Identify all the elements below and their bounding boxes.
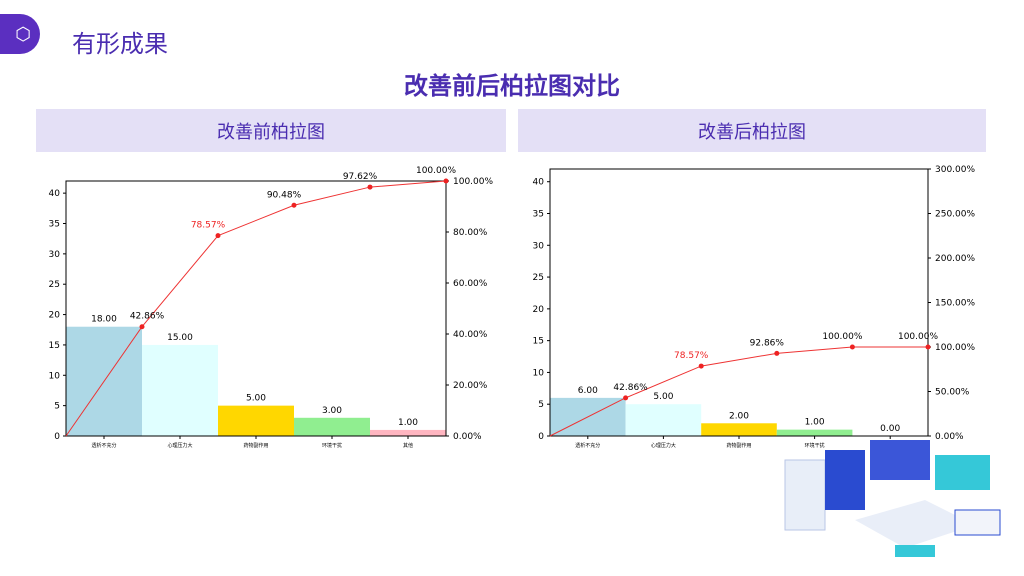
y-tick-label: 30 bbox=[533, 241, 545, 251]
bar bbox=[701, 423, 777, 436]
y2-tick-label: 80.00% bbox=[453, 228, 488, 238]
bar bbox=[776, 429, 853, 436]
x-tick-label: 药物副作用 bbox=[726, 442, 751, 449]
cumulative-label: 42.86% bbox=[130, 312, 165, 322]
cumulative-label: 92.86% bbox=[750, 338, 785, 348]
plot-frame bbox=[549, 168, 929, 437]
cumulative-label: 42.86% bbox=[613, 383, 648, 393]
bar bbox=[625, 404, 702, 436]
y2-tick-label: 300.00% bbox=[935, 165, 975, 175]
cumulative-label: 78.57% bbox=[674, 351, 709, 361]
y-tick-label: 20 bbox=[49, 311, 61, 321]
panel-header-before: 改善前柏拉图 bbox=[36, 109, 506, 152]
y2-tick-label: 40.00% bbox=[453, 330, 488, 340]
bar bbox=[294, 417, 370, 436]
y-tick-label: 5 bbox=[54, 402, 60, 412]
medical-illustration bbox=[784, 440, 1001, 557]
cumulative-label: 100.00% bbox=[822, 332, 862, 342]
y-tick-label: 10 bbox=[533, 368, 545, 378]
panel-header-after: 改善后柏拉图 bbox=[518, 109, 986, 152]
plot-frame bbox=[65, 180, 447, 437]
y-tick-label: 40 bbox=[49, 189, 61, 199]
y2-tick-label: 100.00% bbox=[453, 177, 493, 187]
cumulative-point bbox=[849, 344, 855, 350]
cumulative-point bbox=[774, 350, 780, 356]
y2-tick-label: 100.00% bbox=[935, 343, 975, 353]
cumulative-point bbox=[291, 202, 297, 208]
y2-tick-label: 150.00% bbox=[935, 299, 975, 309]
x-tick-label: 透析不充分 bbox=[575, 442, 600, 449]
bar-value-label: 3.00 bbox=[322, 406, 342, 416]
comparison-title: 改善前后柏拉图对比 bbox=[404, 72, 620, 100]
cumulative-line bbox=[65, 180, 447, 437]
y-tick-label: 5 bbox=[538, 400, 544, 410]
y2-tick-label: 0.00% bbox=[935, 432, 964, 442]
y2-tick-label: 20.00% bbox=[453, 381, 488, 391]
cumulative-point bbox=[623, 395, 629, 401]
y2-tick-label: 200.00% bbox=[935, 254, 975, 264]
cumulative-label: 90.48% bbox=[267, 190, 302, 200]
y-tick-label: 0 bbox=[538, 432, 544, 442]
cumulative-point bbox=[698, 363, 704, 369]
bar-value-label: 18.00 bbox=[91, 315, 117, 325]
x-tick-label: 环境干扰 bbox=[322, 442, 342, 449]
x-tick-label: 环境干扰 bbox=[805, 442, 825, 449]
y2-tick-label: 0.00% bbox=[453, 432, 482, 442]
bar-value-label: 2.00 bbox=[729, 411, 749, 421]
bar-value-label: 5.00 bbox=[653, 392, 673, 402]
y-tick-label: 30 bbox=[49, 250, 61, 260]
y2-tick-label: 50.00% bbox=[935, 388, 970, 398]
cumulative-point bbox=[443, 178, 449, 184]
bar bbox=[370, 429, 446, 436]
bar-value-label: 5.00 bbox=[246, 394, 266, 404]
cumulative-label: 100.00% bbox=[416, 166, 456, 176]
y-tick-label: 35 bbox=[49, 220, 60, 230]
cumulative-line bbox=[549, 346, 928, 437]
x-tick-label: 心理压力大 bbox=[167, 442, 192, 449]
y-tick-label: 15 bbox=[49, 341, 60, 351]
hexagon-logo-icon: ⬡ bbox=[0, 14, 40, 54]
x-tick-label: 透析不充分 bbox=[91, 442, 116, 449]
cumulative-point bbox=[925, 344, 931, 350]
y-tick-label: 25 bbox=[49, 280, 60, 290]
bar-value-label: 1.00 bbox=[805, 418, 825, 428]
y-tick-label: 35 bbox=[533, 210, 544, 220]
cumulative-point bbox=[367, 184, 373, 190]
cumulative-point bbox=[139, 324, 145, 330]
bar-value-label: 1.00 bbox=[398, 418, 418, 428]
bar-value-label: 6.00 bbox=[578, 386, 598, 396]
cumulative-label: 78.57% bbox=[191, 221, 226, 231]
bar-value-label: 0.00 bbox=[880, 424, 900, 434]
page-title: 有形成果 bbox=[72, 30, 168, 58]
x-tick-label: 其他 bbox=[403, 442, 413, 449]
x-tick-label: 心理压力大 bbox=[651, 442, 676, 449]
x-tick-label: 药物副作用 bbox=[243, 442, 268, 449]
bar bbox=[142, 344, 218, 436]
y-tick-label: 10 bbox=[49, 371, 61, 381]
cumulative-point bbox=[215, 233, 221, 239]
y2-tick-label: 60.00% bbox=[453, 279, 488, 289]
bar bbox=[218, 405, 294, 436]
y2-tick-label: 250.00% bbox=[935, 210, 975, 220]
y-tick-label: 25 bbox=[533, 273, 544, 283]
y-tick-label: 40 bbox=[533, 178, 545, 188]
cumulative-label: 97.62% bbox=[343, 172, 378, 182]
y-tick-label: 0 bbox=[54, 432, 60, 442]
bar-value-label: 15.00 bbox=[167, 333, 193, 343]
cumulative-label: 100.00% bbox=[898, 332, 938, 342]
y-tick-label: 15 bbox=[533, 337, 544, 347]
y-tick-label: 20 bbox=[533, 305, 545, 315]
